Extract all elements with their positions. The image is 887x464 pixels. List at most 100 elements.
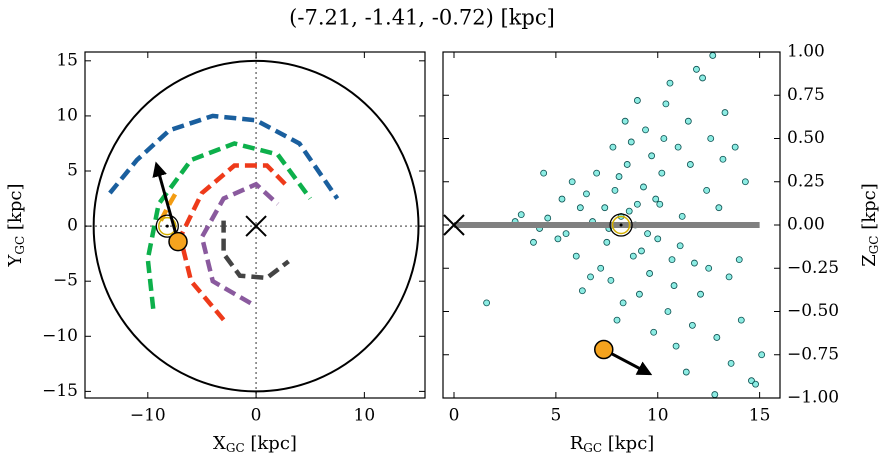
y-tick-label: −0.50	[787, 301, 839, 321]
y-axis-label: ZGC [kpc]	[859, 183, 881, 267]
y-tick-label: 5	[67, 161, 78, 181]
star	[623, 161, 631, 168]
star	[660, 135, 668, 142]
star	[703, 186, 711, 194]
star	[709, 52, 717, 59]
star	[699, 74, 706, 82]
star	[664, 308, 672, 315]
star	[578, 287, 586, 295]
star	[670, 282, 678, 289]
y-tick-label: 0	[67, 216, 78, 236]
star	[721, 109, 729, 116]
y-tick-label: 0.25	[787, 171, 825, 191]
star	[711, 391, 719, 398]
star	[686, 161, 694, 168]
star	[633, 97, 641, 104]
plot-area	[85, 52, 425, 398]
x-tick-label: 15	[749, 406, 771, 426]
star	[662, 100, 670, 108]
star	[607, 276, 615, 284]
sun-marker	[155, 214, 179, 238]
star	[517, 211, 525, 219]
star	[627, 138, 635, 146]
x-tick-label: 5	[550, 406, 561, 426]
star	[668, 256, 676, 264]
star	[682, 368, 690, 376]
sun-ring	[158, 216, 177, 236]
x-tick-label: −10	[130, 406, 166, 426]
star	[658, 169, 666, 177]
star	[642, 126, 649, 134]
x-tick-label: 0	[251, 406, 262, 426]
star	[593, 169, 601, 177]
star	[576, 204, 584, 212]
sun-dot	[165, 224, 169, 228]
star	[719, 155, 727, 163]
y-tick-label: 0.50	[787, 128, 825, 148]
star	[666, 79, 674, 87]
star	[544, 214, 552, 222]
star	[633, 200, 641, 208]
star	[713, 334, 721, 341]
star	[672, 342, 680, 350]
star	[615, 173, 623, 180]
x-tick-label: 0	[449, 406, 460, 426]
spiral-arm	[108, 113, 340, 200]
star	[678, 212, 686, 220]
star	[530, 238, 537, 246]
star	[674, 143, 682, 151]
star	[688, 321, 696, 329]
galaxy-boundary	[92, 59, 420, 393]
star	[638, 247, 645, 255]
star	[715, 204, 723, 212]
star	[562, 230, 570, 238]
star	[558, 195, 566, 203]
star	[583, 190, 590, 198]
star	[540, 169, 548, 177]
axes-frame	[84, 51, 426, 399]
sun-dot	[619, 223, 623, 227]
star	[646, 270, 654, 277]
star	[611, 186, 619, 194]
sun-ring	[611, 215, 631, 235]
star	[625, 207, 633, 215]
star	[483, 299, 491, 307]
star	[654, 235, 662, 243]
star	[697, 290, 704, 298]
center-marker	[443, 214, 465, 236]
star	[705, 264, 713, 272]
star	[603, 238, 611, 246]
center-marker	[245, 215, 267, 237]
star	[587, 273, 594, 281]
y-tick-label: −15	[42, 381, 78, 401]
star	[684, 117, 692, 125]
star	[629, 252, 637, 260]
x-axis-label: RGC [kpc]	[570, 433, 655, 455]
star	[640, 183, 647, 191]
y-tick-label: 0.75	[787, 85, 825, 105]
spiral-arm	[221, 220, 290, 281]
star	[648, 152, 656, 160]
star	[597, 264, 605, 272]
star	[568, 178, 576, 186]
star	[691, 259, 698, 267]
star	[621, 117, 629, 125]
star	[613, 316, 621, 324]
source-point	[168, 231, 188, 252]
star	[737, 316, 745, 324]
star	[609, 143, 617, 151]
star	[644, 230, 651, 238]
y-tick-label: 15	[56, 50, 78, 70]
y-tick-label: −5	[53, 271, 78, 291]
sun-marker	[609, 213, 633, 237]
y-tick-label: 10	[56, 105, 78, 125]
x-axis-label: XGC [kpc]	[213, 433, 297, 455]
star	[572, 252, 580, 260]
star	[619, 299, 627, 307]
source-point	[594, 339, 614, 360]
y-axis-label: YGC [kpc]	[5, 184, 27, 268]
y-tick-label: 1.00	[787, 42, 825, 62]
x-tick-label: 10	[647, 406, 669, 426]
star	[554, 235, 562, 243]
